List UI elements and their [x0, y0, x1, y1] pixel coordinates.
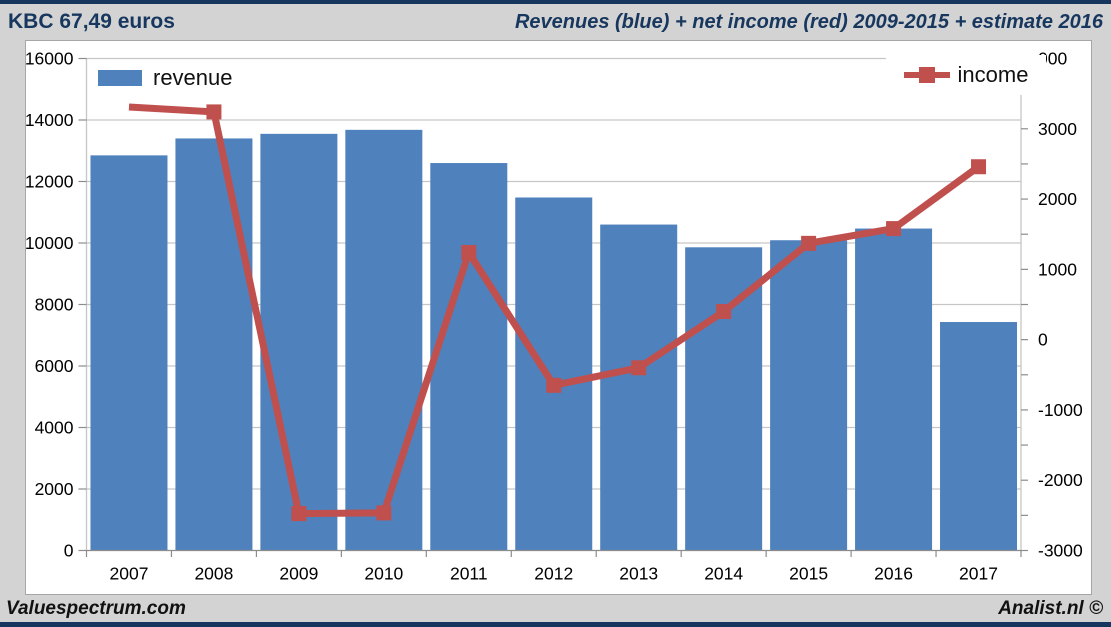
- chart-title: Revenues (blue) + net income (red) 2009-…: [514, 11, 1103, 33]
- legend-income-label: income: [957, 62, 1029, 87]
- y-left-label-16000: 16000: [26, 49, 74, 69]
- revenue-bar-2015: [770, 240, 848, 551]
- revenue-bar-2008: [175, 138, 253, 551]
- revenue-bar-2007: [90, 155, 168, 551]
- y-left-label-2000: 2000: [35, 479, 74, 499]
- y-left-label-4000: 4000: [35, 418, 74, 438]
- y-right-label-0: 0: [1038, 330, 1048, 350]
- income-marker-2009: [291, 506, 307, 522]
- revenue-bar-2011: [430, 163, 508, 551]
- revenue-bar-2012: [515, 197, 593, 551]
- bottom-navy-strip: [0, 622, 1111, 627]
- income-marker-2016: [886, 221, 902, 237]
- y-right-label-1000: 1000: [1038, 259, 1077, 279]
- y-left-label-8000: 8000: [35, 295, 74, 315]
- revenue-swatch-icon: [98, 70, 142, 86]
- legend-income: income: [886, 55, 1046, 95]
- footer-band: Valuespectrum.com Analist.nl ©: [0, 595, 1111, 622]
- combo-chart: 0200040006000800010000120001400016000-30…: [26, 49, 1083, 584]
- x-label-2015: 2015: [789, 564, 828, 584]
- revenue-bar-2016: [855, 228, 933, 551]
- income-marker-2015: [801, 235, 817, 251]
- x-label-2016: 2016: [874, 564, 913, 584]
- x-label-2012: 2012: [534, 564, 573, 584]
- x-label-2013: 2013: [619, 564, 658, 584]
- income-marker-2008: [206, 104, 222, 120]
- x-label-2007: 2007: [110, 564, 149, 584]
- revenue-bar-2009: [260, 133, 338, 551]
- y-right-label-2000: 2000: [1038, 189, 1077, 209]
- revenue-bar-2017: [940, 322, 1018, 551]
- y-left-label-0: 0: [64, 541, 74, 561]
- income-marker-2011: [461, 244, 477, 260]
- y-left-label-6000: 6000: [35, 356, 74, 376]
- x-label-2008: 2008: [194, 564, 233, 584]
- x-label-2011: 2011: [450, 564, 488, 584]
- income-marker-2010: [376, 505, 392, 521]
- y-right-label-3000: 3000: [1038, 119, 1077, 139]
- revenue-bar-2014: [685, 247, 763, 551]
- chart-area: 0 2000 4000 6000 8000 10000 12000 14000 16000 -30…: [25, 40, 1092, 595]
- y-right-label--1000: -1000: [1038, 400, 1083, 420]
- x-label-2017: 2017: [959, 564, 998, 584]
- footer-source-left: Valuespectrum.com: [6, 598, 186, 619]
- footer-source-right: Analist.nl ©: [998, 598, 1103, 619]
- y-left-label-10000: 10000: [26, 233, 74, 253]
- income-marker-2013: [631, 360, 647, 376]
- top-navy-strip: [0, 0, 1111, 4]
- y-left-label-12000: 12000: [26, 172, 74, 192]
- y-right-label--2000: -2000: [1038, 470, 1083, 490]
- x-label-2009: 2009: [279, 564, 318, 584]
- revenue-bar-2013: [600, 224, 678, 551]
- legend-revenue: revenue: [94, 65, 237, 91]
- income-marker-2014: [716, 304, 732, 320]
- header-band: KBC 67,49 euros Revenues (blue) + net in…: [0, 4, 1111, 40]
- x-label-2014: 2014: [704, 564, 743, 584]
- x-label-2010: 2010: [364, 564, 403, 584]
- legend-revenue-label: revenue: [153, 65, 233, 90]
- income-marker-2012: [546, 377, 562, 393]
- y-right-label--3000: -3000: [1038, 541, 1083, 561]
- revenue-bar-2010: [345, 129, 423, 551]
- income-marker-2017: [971, 159, 987, 175]
- instrument-title: KBC 67,49 euros: [8, 10, 175, 33]
- y-left-label-14000: 14000: [26, 110, 74, 130]
- income-line-marker-icon: [903, 67, 950, 83]
